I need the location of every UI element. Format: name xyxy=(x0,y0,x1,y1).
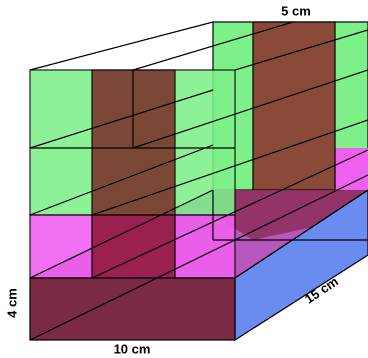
bottom-front-face xyxy=(30,278,235,340)
edge xyxy=(30,22,213,70)
front-column-lower xyxy=(92,215,175,278)
left-label: 4 cm xyxy=(4,288,19,318)
diagram: 5 cm 4 cm 10 cm 15 cm xyxy=(0,0,368,358)
bottom-label: 10 cm xyxy=(114,341,151,356)
top-label: 5 cm xyxy=(281,3,311,18)
page: {"labels": {"top": "5 cm", "left": "4 cm… xyxy=(0,0,368,358)
back-column xyxy=(253,22,335,190)
